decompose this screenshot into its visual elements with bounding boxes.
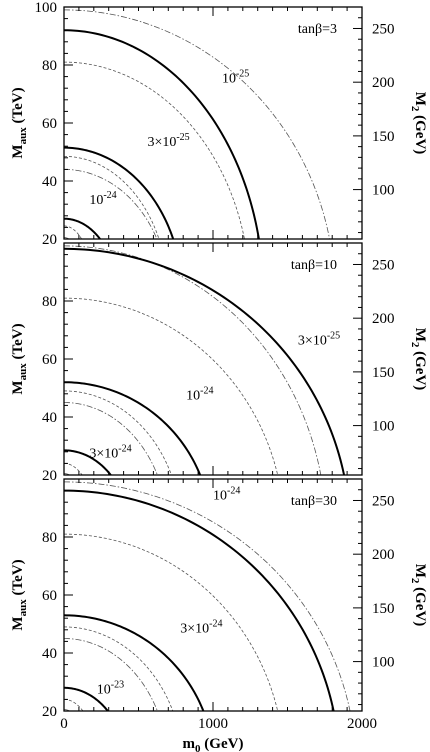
y-tick-label: 40 (42, 646, 57, 662)
contour-label: 10-23 (97, 680, 124, 698)
y2-axis-label: M2 (GeV) (409, 92, 428, 155)
dashdot-curve-2 (64, 638, 158, 711)
tanbeta-annotation: tanβ=3 (298, 22, 337, 37)
dashed-curve-3 (64, 533, 279, 711)
curves (64, 245, 346, 475)
y-tick-label: 100 (35, 0, 58, 16)
tanbeta-annotation: tanβ=10 (291, 258, 337, 273)
contour-label: 3×10-25 (147, 132, 189, 150)
dashed-curve-2 (64, 155, 160, 239)
dashdot-curve-3 (64, 481, 351, 711)
y-tick-label: 80 (42, 294, 57, 310)
x-tick-label: 2000 (347, 716, 377, 732)
y2-tick-label: 100 (372, 419, 395, 435)
contour-label: 10-25 (222, 68, 249, 86)
plot-frame (63, 242, 363, 476)
contour-label: 10-24 (89, 190, 116, 208)
contour-label: 3×10-24 (180, 619, 222, 637)
y2-tick-label: 250 (372, 21, 395, 37)
dashdot-curve-2 (64, 402, 158, 475)
y-tick-label: 60 (42, 588, 57, 604)
curves (64, 9, 330, 239)
panel-middle: 20 40 60 80 100 150 200 250 Maux (TeV) M2 (GeV) ta… (10, 242, 428, 484)
plot-frame (63, 478, 363, 712)
dashed-curve-1 (64, 463, 83, 475)
y2-axis-label: M2 (GeV) (409, 328, 428, 391)
dashed-curve-3 (64, 297, 279, 475)
y2-tick-label: 100 (372, 655, 395, 671)
y2-tick-label: 150 (372, 129, 395, 145)
y2-tick-label: 150 (372, 601, 395, 617)
y-axis-label: Maux (TeV) (10, 87, 29, 158)
panel-top: 20 40 60 80 100 100 150 200 250 Maux (TeV) M2 (GeV… (10, 0, 428, 248)
y-tick-label: 20 (42, 468, 57, 484)
dashdot-curve-3 (64, 9, 330, 239)
contour-2 (64, 381, 202, 475)
y-tick-label: 60 (42, 352, 57, 368)
dashdot-curve-2 (64, 169, 158, 239)
y-tick-label: 80 (42, 58, 57, 74)
dashed-curve-1 (64, 699, 84, 711)
y2-tick-label: 250 (372, 493, 395, 509)
y-axis-label: Maux (TeV) (10, 559, 29, 630)
plot-frame (63, 6, 363, 240)
dashed-curve-3 (64, 61, 245, 239)
y-tick-label: 40 (42, 410, 57, 426)
y2-tick-label: 100 (372, 183, 395, 199)
x-axis-label: m0 (GeV) (183, 736, 244, 752)
y-tick-label: 60 (42, 116, 57, 132)
y2-tick-label: 200 (372, 311, 395, 327)
contour-label: 10-24 (213, 485, 240, 503)
contour-1 (64, 686, 110, 711)
curves (64, 481, 351, 711)
x-tick-label: 0 (60, 716, 68, 732)
y-tick-label: 20 (42, 232, 57, 248)
tanbeta-annotation: tanβ=30 (291, 494, 337, 509)
y2-tick-label: 250 (372, 257, 395, 273)
y-tick-label: 40 (42, 174, 57, 190)
dashdot-curve-1 (64, 237, 70, 239)
y2-tick-label: 200 (372, 75, 395, 91)
contour-3 (64, 489, 335, 711)
contour-2 (64, 614, 205, 711)
y2-tick-label: 200 (372, 547, 395, 563)
contour-2 (64, 146, 175, 239)
dashdot-curve-1 (64, 709, 71, 711)
dashed-curve-2 (64, 626, 174, 711)
x-tick-label: 1000 (198, 716, 228, 732)
panel-bottom: 0 1000 2000 m0 (GeV) 20 40 60 80 100 150 200 250 Mau… (10, 478, 428, 752)
contour-3 (64, 247, 346, 475)
dashed-curve-2 (64, 390, 172, 475)
y-tick-label: 80 (42, 530, 57, 546)
contour-1 (64, 217, 102, 239)
y2-axis-label: M2 (GeV) (409, 564, 428, 627)
y2-tick-label: 150 (372, 365, 395, 381)
dashdot-curve-3 (64, 245, 322, 475)
y-tick-label: 20 (42, 704, 57, 720)
contour-label: 10-24 (186, 386, 213, 404)
contour-label: 3×10-24 (89, 444, 131, 462)
contour-label: 3×10-25 (298, 331, 340, 349)
contour-3 (64, 29, 260, 239)
y-axis-label: Maux (TeV) (10, 323, 29, 394)
